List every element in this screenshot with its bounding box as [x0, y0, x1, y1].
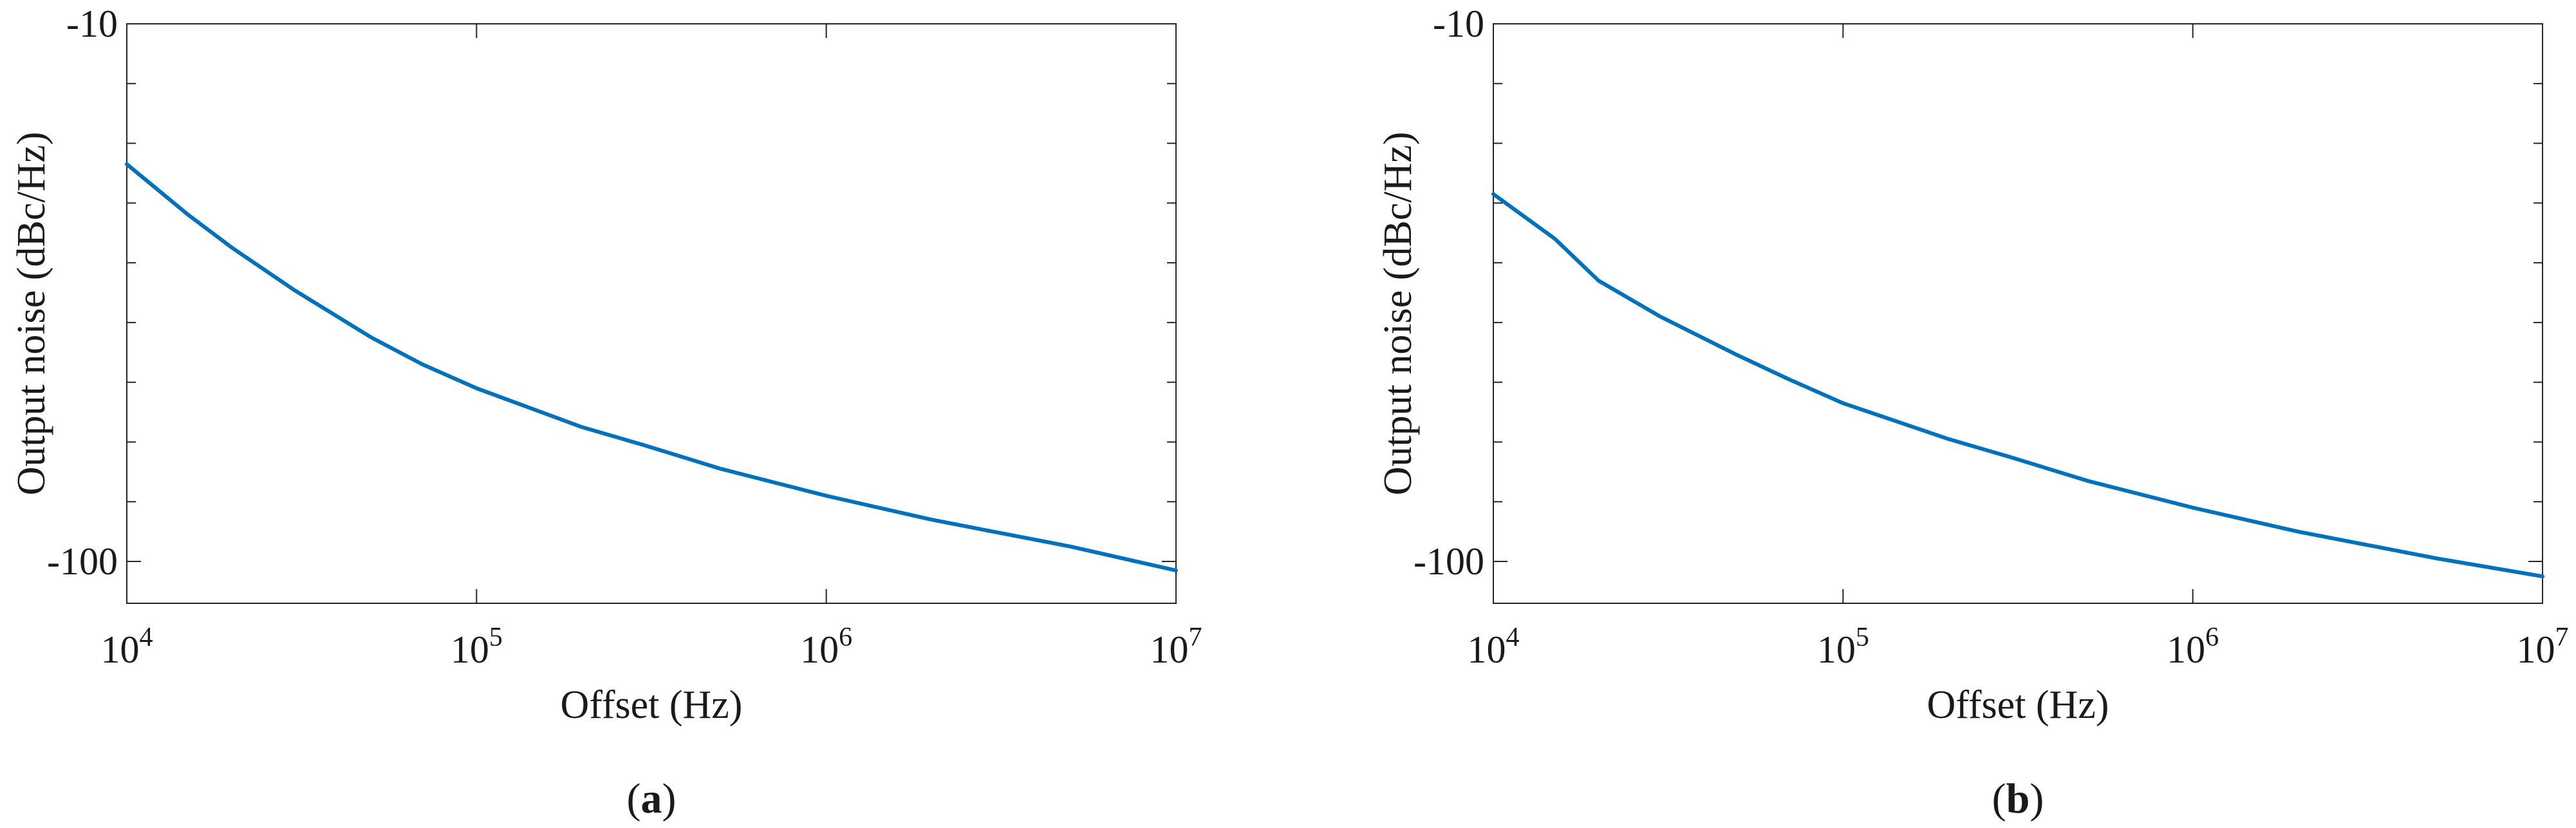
x-tick-label: 107 [2517, 623, 2569, 671]
y-axis-label: Output noise (dBc/Hz) [10, 132, 53, 496]
y-tick-label: -10 [1433, 3, 1484, 45]
panel-label: (b) [1992, 775, 2044, 822]
y-tick-label: -100 [1414, 540, 1484, 583]
x-tick-label: 105 [451, 623, 503, 671]
y-tick-label: -100 [47, 540, 118, 583]
series-line [125, 162, 1178, 572]
x-axis-label: Offset (Hz) [1927, 683, 2109, 727]
x-tick-label: 106 [800, 623, 852, 671]
y-axis-label: Output noise (dBc/Hz) [1376, 132, 1420, 496]
chart-panel-a: 104 105 106 107 -10 -100 Offset (Hz) Output noi… [10, 3, 1202, 822]
x-tick-label: 106 [2167, 623, 2219, 671]
y-tick-label: -10 [66, 3, 118, 45]
panel-label: (a) [627, 775, 677, 822]
x-axis-label: Offset (Hz) [561, 683, 743, 727]
plot-area [126, 23, 1177, 604]
series-line [1491, 192, 2544, 579]
x-tick-label: 105 [1817, 623, 1869, 671]
x-tick-label: 104 [101, 623, 153, 671]
x-tick-label: 107 [1150, 623, 1202, 671]
chart-panel-b: 104 105 106 107 -10 -100 Offset (Hz) Output noi… [1376, 3, 2569, 822]
plot-area [1493, 23, 2543, 604]
x-tick-label: 104 [1468, 623, 1520, 671]
